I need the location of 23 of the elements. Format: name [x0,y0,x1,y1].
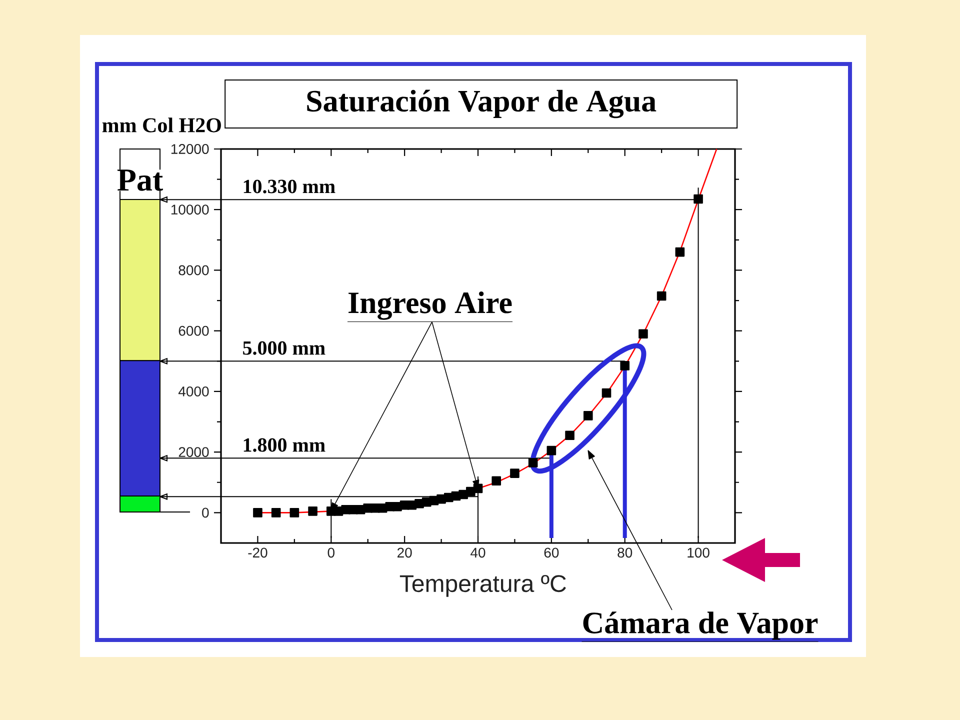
x-tick-label: 20 [397,548,412,558]
y-tick-label: 10000 [171,204,209,215]
y-tick-label: 2000 [178,447,209,458]
y-axis-title: mm Col H2O [102,118,221,132]
annotation: Ingreso Aire [348,292,512,320]
x-tick-label: 40 [470,548,486,558]
x-tick-label: -20 [248,548,268,558]
chart-title: Saturación Vapor de Agua [307,90,656,118]
ref-line-label: 10.330 mm [244,180,336,194]
ref-line-label: 5.000 mm [243,341,326,355]
x-tick-label: 0 [328,548,334,558]
y-tick-label: 4000 [178,386,209,396]
x-axis-title: Temperatura ºC [400,575,566,597]
x-tick-label: 60 [544,548,559,558]
text: Cámara de Vapor [583,612,818,640]
series-label: Pat [117,170,163,191]
y-tick-label: 12000 [171,144,209,154]
y-tick-label: 0 [202,508,209,518]
x-tick-label: 80 [618,548,632,558]
y-tick-label: 8000 [178,265,209,276]
ref-line-label: 1.800 mm [244,438,326,452]
x-tick-label: 100 [688,548,710,558]
y-tick-label: 6000 [178,326,209,336]
